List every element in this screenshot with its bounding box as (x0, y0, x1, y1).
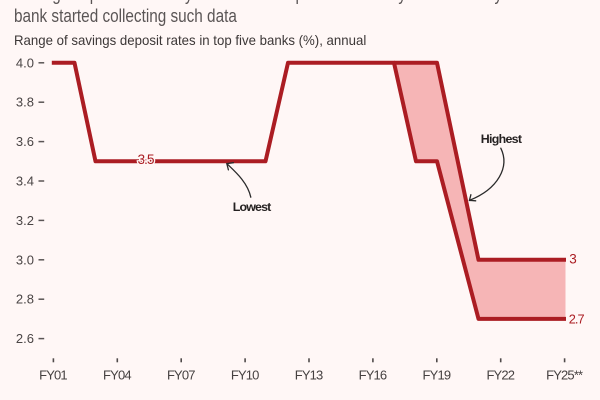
svg-text:FY13: FY13 (295, 368, 324, 383)
svg-text:3.0: 3.0 (16, 252, 34, 267)
svg-text:3.8: 3.8 (16, 95, 34, 110)
svg-text:FY07: FY07 (167, 368, 196, 383)
svg-text:4.0: 4.0 (16, 55, 34, 70)
svg-text:2.6: 2.6 (16, 331, 34, 346)
svg-text:2.7: 2.7 (569, 311, 585, 326)
svg-text:2.8: 2.8 (16, 292, 34, 307)
svg-text:FY16: FY16 (359, 368, 388, 383)
svg-text:3.6: 3.6 (16, 134, 34, 149)
svg-text:FY19: FY19 (423, 368, 452, 383)
svg-text:Highest: Highest (481, 132, 522, 146)
svg-text:3: 3 (569, 252, 577, 267)
svg-text:Lowest: Lowest (233, 200, 272, 214)
svg-text:3.5: 3.5 (138, 152, 155, 167)
svg-text:3.2: 3.2 (16, 213, 34, 228)
svg-text:3.4: 3.4 (16, 174, 34, 189)
svg-text:FY25**: FY25** (546, 368, 583, 383)
svg-text:FY22: FY22 (486, 368, 515, 383)
svg-text:FY01: FY01 (39, 368, 68, 383)
svg-text:FY10: FY10 (231, 368, 260, 383)
svg-text:FY04: FY04 (103, 368, 132, 383)
